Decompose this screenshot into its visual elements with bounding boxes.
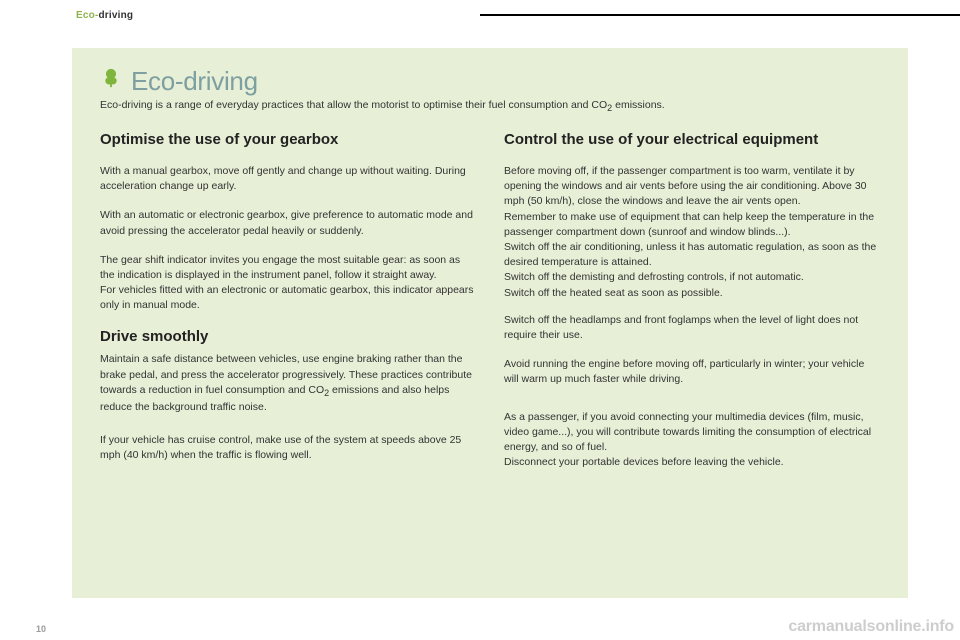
top-divider <box>480 14 960 16</box>
page-number: 10 <box>36 624 46 634</box>
para: Avoid running the engine before moving o… <box>504 357 880 387</box>
page-title: Eco-driving <box>131 66 258 97</box>
para-text: Before moving off, if the passenger comp… <box>504 165 867 207</box>
subtitle-pre: Eco-driving is a range of everyday pract… <box>100 99 607 111</box>
para-text: For vehicles fitted with an electronic o… <box>100 284 474 311</box>
para-text: Disconnect your portable devices before … <box>504 456 784 468</box>
page-subtitle: Eco-driving is a range of everyday pract… <box>100 99 880 113</box>
watermark: carmanualsonline.info <box>788 618 954 636</box>
para-text: Switch off the heated seat as soon as po… <box>504 287 723 299</box>
content-panel: Eco-driving Eco-driving is a range of ev… <box>72 48 908 598</box>
para: With an automatic or electronic gearbox,… <box>100 208 476 238</box>
right-column: Control the use of your electrical equip… <box>504 131 880 477</box>
section-header-rest: driving <box>98 10 133 21</box>
para-text: As a passenger, if you avoid connecting … <box>504 411 871 453</box>
para: The gear shift indicator invites you eng… <box>100 253 476 314</box>
heading-electrical-equipment: Control the use of your electrical equip… <box>504 131 880 150</box>
para: If your vehicle has cruise control, make… <box>100 433 476 463</box>
para-text: Switch off the air conditioning, unless … <box>504 241 876 268</box>
subtitle-post: emissions. <box>612 99 665 111</box>
spacer <box>504 301 880 313</box>
title-row: Eco-driving <box>100 66 880 97</box>
heading-optimise-gearbox: Optimise the use of your gearbox <box>100 131 476 150</box>
tree-icon <box>100 67 122 93</box>
para: Switch off the headlamps and front fogla… <box>504 313 880 343</box>
section-header: Eco-driving <box>76 10 133 21</box>
para-text: Switch off the demisting and defrosting … <box>504 271 804 283</box>
para: Maintain a safe distance between vehicle… <box>100 352 476 415</box>
page: Eco-driving Eco-driving Eco-driving is a… <box>0 0 960 640</box>
left-column: Optimise the use of your gearbox With a … <box>100 131 476 477</box>
para-text: Remember to make use of equipment that c… <box>504 211 874 238</box>
para: With a manual gearbox, move off gently a… <box>100 164 476 194</box>
spacer <box>100 314 476 328</box>
columns: Optimise the use of your gearbox With a … <box>100 131 880 477</box>
heading-drive-smoothly: Drive smoothly <box>100 328 476 347</box>
para-block: As a passenger, if you avoid connecting … <box>504 410 880 471</box>
para-text: The gear shift indicator invites you eng… <box>100 254 460 281</box>
section-header-eco: Eco- <box>76 10 98 21</box>
para-block: Before moving off, if the passenger comp… <box>504 164 880 301</box>
